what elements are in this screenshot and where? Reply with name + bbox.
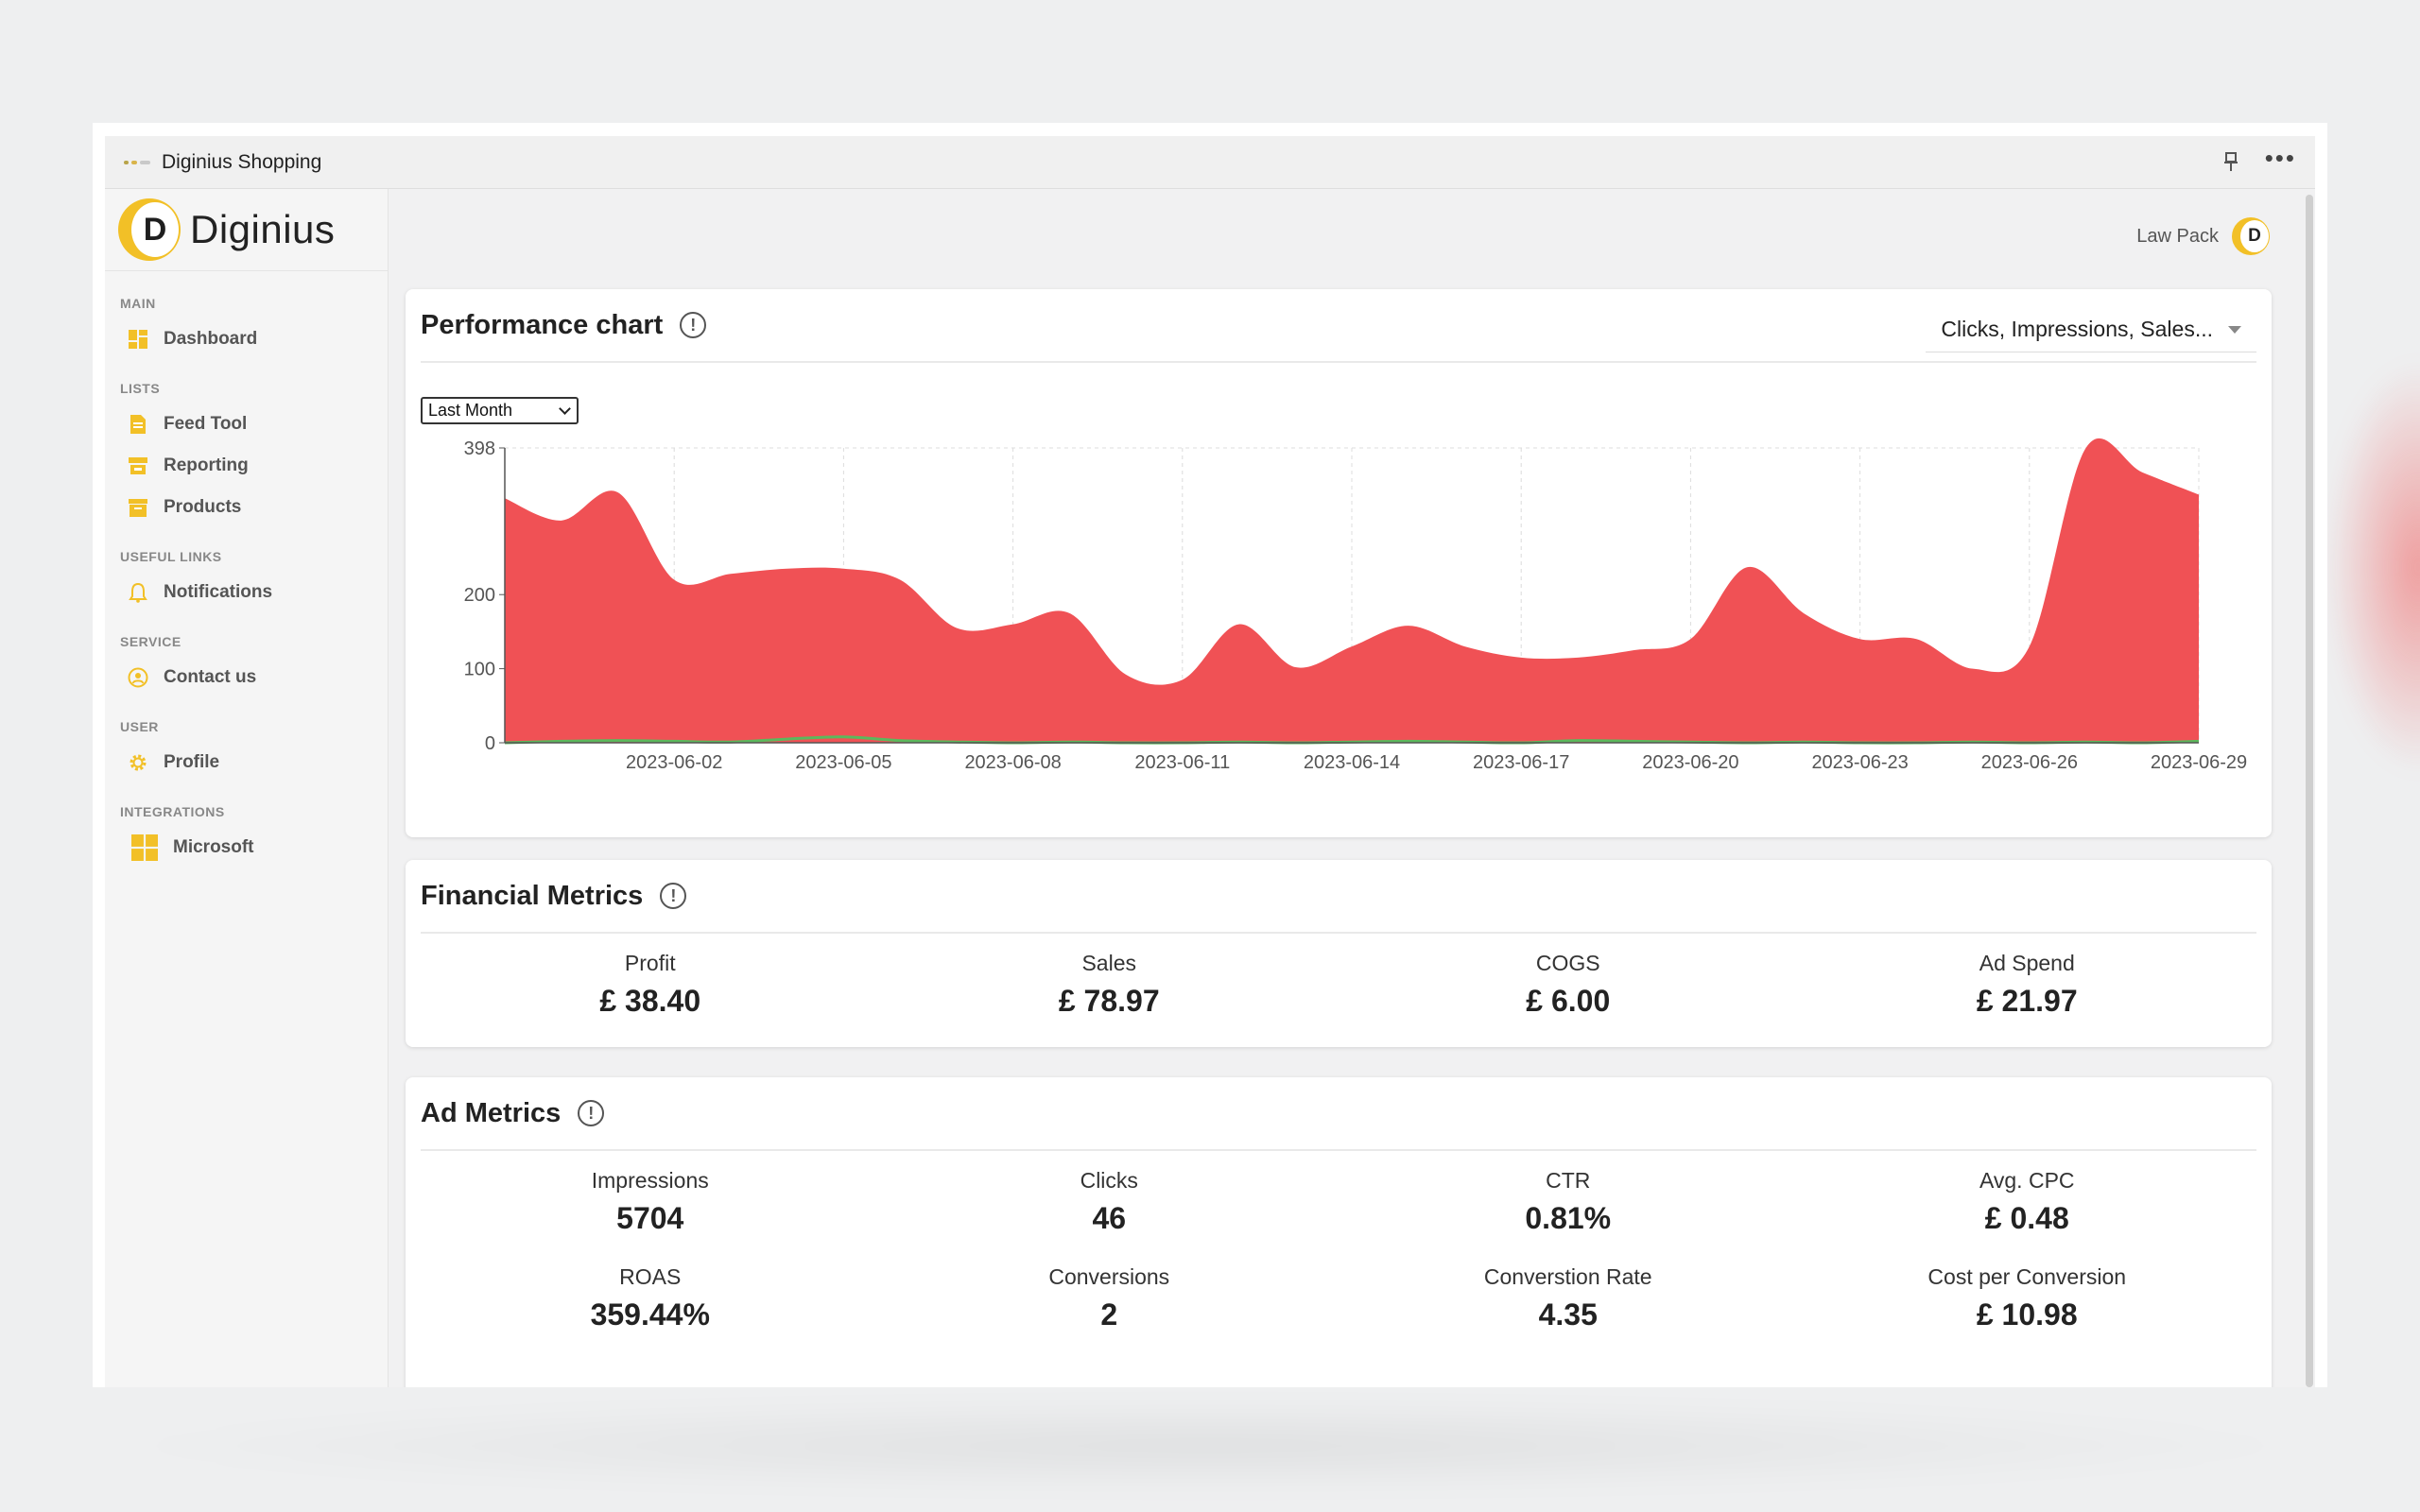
info-icon[interactable]: !	[578, 1100, 605, 1126]
main-content: Law Pack D Performance chart ! Clicks, I…	[389, 189, 2315, 1387]
user-name: Law Pack	[2136, 225, 2219, 247]
avatar: D	[2232, 217, 2270, 255]
x-tick-label: 2023-06-14	[1304, 752, 1400, 773]
area-series-main	[505, 438, 2199, 743]
scrollbar[interactable]	[2302, 189, 2315, 1387]
metric-cost-per-conversion: Cost per Conversion £ 10.98	[1927, 1264, 2127, 1332]
metric-profit: Profit £ 38.40	[599, 951, 701, 1018]
store-icon	[129, 457, 147, 474]
app-tab-icon	[124, 157, 150, 168]
nav-section-useful-links: USEFUL LINKS	[120, 549, 222, 564]
date-range-value: Last Month	[428, 401, 513, 420]
user-menu[interactable]: Law Pack D	[2136, 217, 2270, 255]
title-bar: Diginius Shopping •••	[105, 136, 2315, 189]
y-tick-label: 398	[464, 438, 495, 459]
brand-logo[interactable]: D Diginius	[105, 189, 388, 271]
caret-down-icon	[2228, 325, 2241, 334]
metric-ad-spend: Ad Spend £ 21.97	[1976, 951, 2078, 1018]
sidebar-item-feed-tool[interactable]: Feed Tool	[105, 404, 388, 445]
info-icon[interactable]: !	[680, 312, 707, 338]
financial-metrics-title: Financial Metrics	[421, 880, 644, 911]
date-range-select[interactable]: Last Month	[421, 397, 579, 424]
financial-metrics-header: Financial Metrics !	[421, 860, 2256, 934]
metric-cogs: COGS £ 6.00	[1526, 951, 1611, 1018]
metric-clicks: Clicks 46	[1080, 1168, 1138, 1235]
microsoft-icon	[131, 834, 158, 861]
window-title: Diginius Shopping	[162, 150, 322, 173]
x-tick-label: 2023-06-26	[1981, 752, 2078, 773]
financial-metrics-card: Financial Metrics ! Profit £ 38.40 Sales…	[406, 860, 2272, 1047]
nav-section-service: SERVICE	[120, 634, 182, 649]
bell-icon	[129, 582, 147, 603]
sidebar-item-label: Profile	[164, 752, 220, 772]
y-tick-label: 0	[485, 733, 495, 754]
performance-chart: 0 100 200 398 2023-06-02 2023-06-05 2023-06-08…	[464, 438, 2247, 773]
metric-conversion-rate: Converstion Rate 4.35	[1483, 1264, 1652, 1332]
app-window: Diginius Shopping ••• D Diginius MAIN Da	[93, 123, 2327, 1387]
ad-metrics-header: Ad Metrics !	[421, 1077, 2256, 1151]
metric-roas: ROAS 359.44%	[590, 1264, 710, 1332]
gear-icon	[130, 754, 147, 771]
chevron-down-icon	[559, 402, 571, 415]
x-tick-label: 2023-06-08	[964, 752, 1061, 773]
metric-sales: Sales £ 78.97	[1058, 951, 1160, 1018]
background-blur	[2325, 359, 2420, 775]
sidebar-item-contact-us[interactable]: Contact us	[105, 657, 388, 698]
nav-section-user: USER	[120, 719, 159, 734]
metric-select-value: Clicks, Impressions, Sales...	[1941, 317, 2213, 341]
sidebar: D Diginius MAIN Dashboard LISTS Feed Too…	[105, 189, 389, 1387]
archive-icon	[129, 499, 147, 517]
ad-metrics-title: Ad Metrics	[421, 1097, 562, 1128]
sidebar-item-label: Dashboard	[164, 329, 258, 349]
x-tick-label: 2023-06-11	[1134, 752, 1230, 773]
sidebar-item-label: Feed Tool	[164, 414, 248, 434]
metric-impressions: Impressions 5704	[591, 1168, 709, 1235]
sidebar-item-dashboard[interactable]: Dashboard	[105, 318, 388, 360]
sidebar-item-label: Contact us	[164, 667, 257, 687]
metric-conversions: Conversions 2	[1048, 1264, 1170, 1332]
document-icon	[130, 415, 146, 434]
nav-section-main: MAIN	[120, 296, 156, 311]
financial-metrics-grid: Profit £ 38.40 Sales £ 78.97 COGS £ 6.00…	[421, 951, 2256, 1019]
logo-mark: D	[118, 198, 181, 261]
performance-chart-title: Performance chart	[421, 309, 664, 340]
metric-select[interactable]: Clicks, Impressions, Sales...	[1926, 307, 2256, 352]
sidebar-item-label: Notifications	[164, 582, 273, 602]
performance-chart-header: Performance chart ! Clicks, Impressions,…	[421, 289, 2256, 363]
scrollbar-thumb[interactable]	[2306, 195, 2313, 1387]
sidebar-item-label: Products	[164, 497, 242, 517]
ad-metrics-grid: Impressions 5704 Clicks 46 CTR 0.81% Avg…	[421, 1168, 2256, 1332]
brand-name: Diginius	[190, 207, 336, 251]
performance-chart-card: Performance chart ! Clicks, Impressions,…	[406, 289, 2272, 837]
sidebar-item-reporting[interactable]: Reporting	[105, 445, 388, 487]
background-blur-bottom	[95, 1399, 2325, 1493]
sidebar-item-label: Reporting	[164, 455, 249, 475]
pin-icon[interactable]	[2223, 151, 2238, 173]
x-tick-label: 2023-06-02	[626, 752, 722, 773]
x-tick-label: 2023-06-20	[1642, 752, 1738, 773]
y-tick-label: 200	[464, 585, 495, 606]
y-tick-label: 100	[464, 660, 495, 680]
sidebar-item-products[interactable]: Products	[105, 487, 388, 528]
more-options-icon[interactable]: •••	[2264, 143, 2296, 172]
metric-avg-cpc: Avg. CPC £ 0.48	[1979, 1168, 2075, 1235]
x-tick-label: 2023-06-17	[1473, 752, 1569, 773]
sidebar-item-profile[interactable]: Profile	[105, 742, 388, 783]
metric-ctr: CTR 0.81%	[1525, 1168, 1612, 1235]
ad-metrics-card: Ad Metrics ! Impressions 5704 Clicks 46 …	[406, 1077, 2272, 1387]
person-circle-icon	[128, 667, 148, 688]
sidebar-item-notifications[interactable]: Notifications	[105, 572, 388, 613]
x-tick-label: 2023-06-23	[1811, 752, 1908, 773]
sidebar-item-microsoft[interactable]: Microsoft	[105, 827, 388, 868]
x-tick-label: 2023-06-05	[795, 752, 891, 773]
nav-section-lists: LISTS	[120, 381, 161, 396]
x-tick-label: 2023-06-29	[2151, 752, 2247, 773]
sidebar-item-label: Microsoft	[173, 837, 254, 857]
dashboard-icon	[129, 330, 147, 349]
nav-section-integrations: INTEGRATIONS	[120, 804, 225, 819]
info-icon[interactable]: !	[660, 883, 687, 909]
